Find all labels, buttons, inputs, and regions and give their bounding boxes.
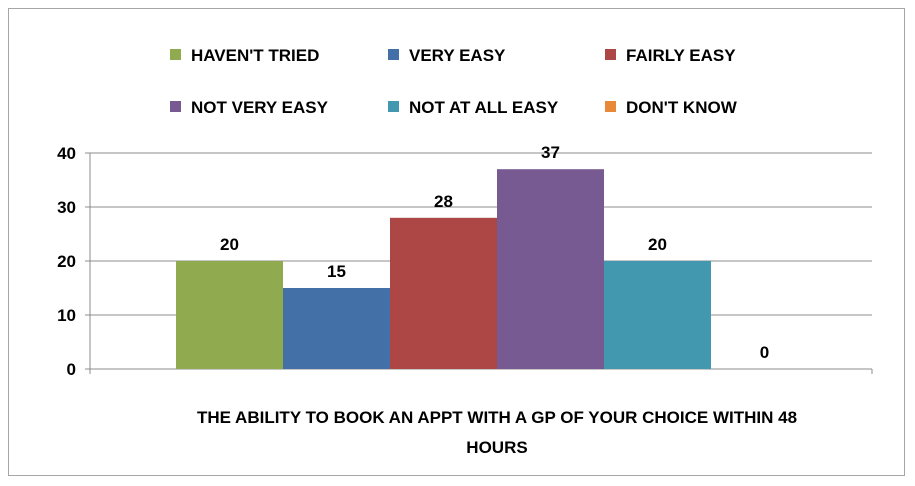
bar-very-easy [283,288,390,369]
legend-label: NOT VERY EASY [191,98,329,117]
y-tick-label: 10 [57,306,76,325]
legend-swatch [605,101,616,112]
data-labels: 20 15 28 37 20 0 [220,143,769,362]
legend-label: DON'T KNOW [626,98,738,117]
legend-swatch [605,49,616,60]
bar-haven-t-tried [176,261,283,369]
legend-label: FAIRLY EASY [626,46,736,65]
data-label: 37 [541,143,560,162]
y-tick-label: 30 [57,198,76,217]
legend-label: NOT AT ALL EASY [409,98,559,117]
y-axis-ticks: 0 10 20 30 40 [57,144,76,379]
x-category-label-line: THE ABILITY TO BOOK AN APPT WITH A GP OF… [197,408,797,427]
category-label: THE ABILITY TO BOOK AN APPT WITH A GP OF… [197,408,797,457]
legend-swatch [170,101,181,112]
legend-label: VERY EASY [409,46,506,65]
bars [176,169,711,369]
legend-label: HAVEN'T TRIED [191,46,319,65]
legend-swatch [388,49,399,60]
data-label: 28 [434,192,453,211]
legend-swatch [170,49,181,60]
data-label: 15 [327,262,346,281]
bar-not-very-easy [497,169,604,369]
y-tick-label: 40 [57,144,76,163]
data-label: 20 [220,235,239,254]
data-label: 20 [648,235,667,254]
x-category-label-line: HOURS [466,438,527,457]
bar-not-at-all-easy [604,261,711,369]
bar-fairly-easy [390,217,497,369]
y-tick-label: 20 [57,252,76,271]
data-label: 0 [760,343,769,362]
legend: HAVEN'T TRIED VERY EASY FAIRLY EASY NOT VER… [170,46,738,117]
y-tick-label: 0 [67,360,76,379]
legend-swatch [388,101,399,112]
